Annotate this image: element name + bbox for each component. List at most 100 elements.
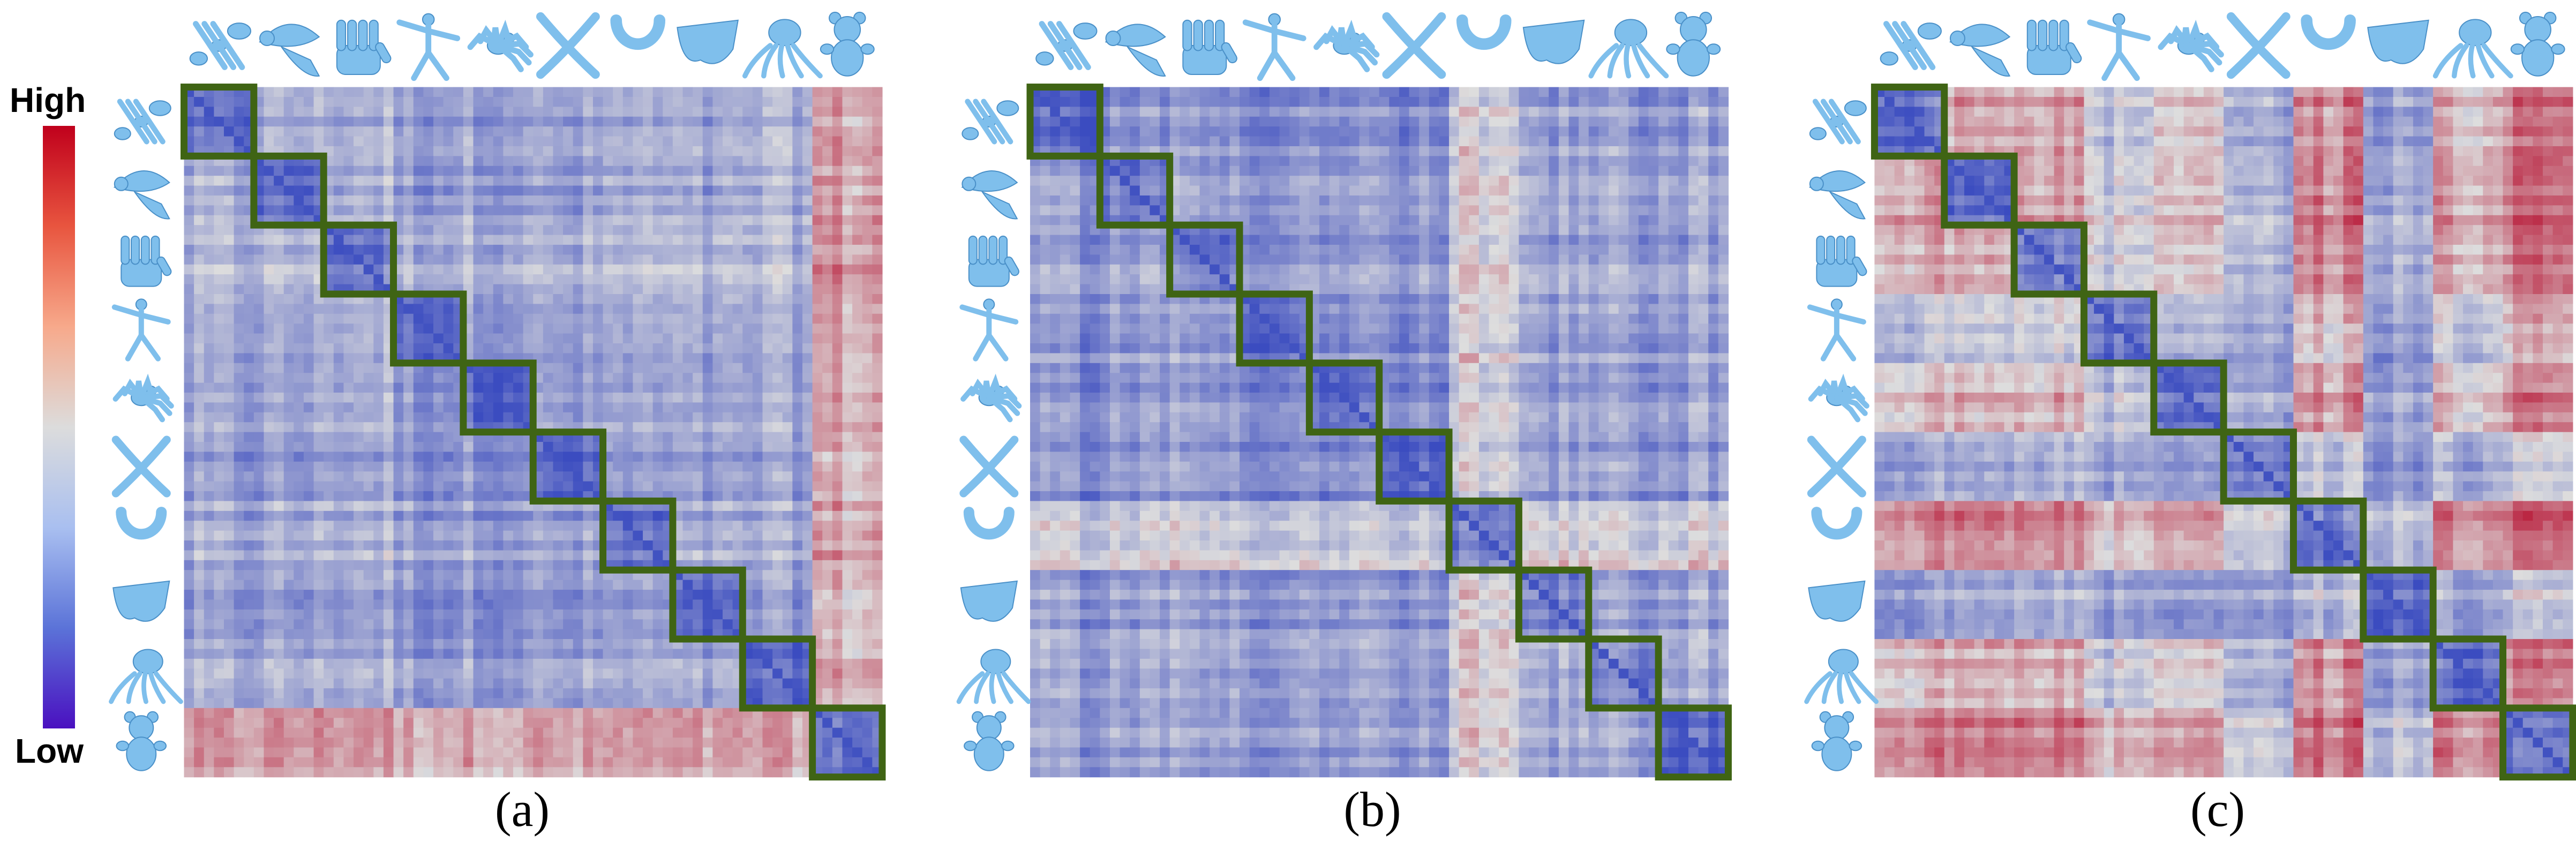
heatmap-cell — [563, 402, 574, 413]
heatmap-cell — [702, 166, 713, 176]
heatmap-cell — [463, 442, 474, 453]
heatmap-cell — [244, 688, 254, 699]
heatmap-cell — [244, 747, 254, 758]
heatmap-cell — [583, 96, 594, 107]
heatmap-cell — [872, 481, 883, 492]
heatmap-cell — [852, 461, 863, 472]
heatmap-cell — [832, 363, 843, 373]
heatmap-cell — [812, 284, 823, 295]
heatmap-cell — [762, 757, 773, 768]
heatmap-cell — [343, 254, 354, 265]
heatmap-cell — [354, 718, 364, 728]
heatmap-cell — [812, 521, 823, 531]
heatmap-cell — [852, 678, 863, 689]
heatmap-cell — [652, 599, 663, 610]
heatmap-cell — [543, 185, 554, 196]
heatmap-cell — [672, 373, 684, 384]
heatmap-cell — [862, 501, 873, 512]
heatmap-cell — [184, 254, 194, 265]
heatmap-cell — [483, 471, 494, 482]
heatmap-cell — [563, 619, 574, 630]
heatmap-cell — [643, 747, 654, 758]
heatmap-cell — [264, 254, 274, 265]
heatmap-cell — [403, 510, 414, 521]
heatmap-cell — [702, 185, 713, 196]
heatmap-cell — [772, 570, 783, 581]
heatmap-cell — [812, 304, 823, 314]
heatmap-cell — [682, 727, 693, 738]
ant-icon — [189, 21, 252, 70]
heatmap-cell — [214, 580, 224, 590]
heatmap-cell — [463, 156, 474, 167]
heatmap-cell — [782, 767, 793, 778]
heatmap-cell — [633, 393, 643, 403]
heatmap-cell — [493, 471, 504, 482]
heatmap-cell — [463, 658, 474, 669]
heatmap-cell — [503, 560, 514, 570]
heatmap-cell — [283, 126, 294, 137]
heatmap-cell — [672, 166, 684, 176]
heatmap-cell — [423, 274, 434, 285]
heatmap-cell — [712, 678, 723, 689]
heatmap-cell — [772, 136, 783, 147]
heatmap-cell — [622, 747, 634, 758]
heatmap-cell — [423, 767, 434, 778]
heatmap-cell — [752, 126, 763, 137]
heatmap-cell — [503, 747, 514, 758]
heatmap-cell — [792, 481, 803, 492]
heatmap-cell — [413, 126, 424, 137]
heatmap-cell — [493, 244, 504, 255]
heatmap-cell — [373, 422, 384, 433]
heatmap-cell — [253, 718, 265, 728]
heatmap-cell — [533, 324, 544, 334]
heatmap-cell — [383, 501, 394, 512]
heatmap-cell — [842, 718, 853, 728]
heatmap-cell — [283, 136, 294, 147]
heatmap-cell — [652, 580, 663, 590]
heatmap-cell — [343, 510, 354, 521]
heatmap-cell — [752, 491, 763, 502]
heatmap-cell — [423, 540, 434, 551]
heatmap-cell — [493, 442, 504, 453]
heatmap-cell — [393, 166, 404, 176]
heatmap-cell — [682, 402, 693, 413]
heatmap-cell — [563, 324, 574, 334]
heatmap-cell — [483, 590, 494, 600]
heatmap-cell — [423, 393, 434, 403]
heatmap-cell — [443, 412, 454, 423]
heatmap-cell — [643, 757, 654, 768]
heatmap-cell — [473, 402, 484, 413]
heatmap-cell — [313, 343, 324, 354]
heatmap-cell — [303, 747, 314, 758]
heatmap-cell — [663, 136, 673, 147]
heatmap-cell — [184, 274, 194, 285]
heatmap-cell — [543, 678, 554, 689]
heatmap-cell — [523, 708, 534, 718]
heatmap-cell — [194, 698, 205, 709]
heatmap-cell — [264, 205, 274, 216]
heatmap-cell — [403, 116, 414, 127]
heatmap-cell — [782, 727, 793, 738]
heatmap-cell — [533, 215, 544, 225]
heatmap-cell — [423, 599, 434, 610]
heatmap-cell — [333, 176, 344, 186]
heatmap-cell — [762, 501, 773, 512]
heatmap-cell — [1349, 87, 1360, 97]
heatmap-cell — [752, 96, 763, 107]
heatmap-cell — [294, 244, 304, 255]
heatmap-cell — [533, 333, 544, 344]
heatmap-cell — [343, 738, 354, 748]
heatmap-cell — [244, 324, 254, 334]
heatmap-cell — [862, 491, 873, 502]
heatmap-cell — [423, 96, 434, 107]
heatmap-cell — [613, 195, 624, 206]
heatmap-cell — [862, 747, 873, 758]
heatmap-cell — [324, 343, 334, 354]
heatmap-cell — [762, 580, 773, 590]
heatmap-cell — [622, 698, 634, 709]
heatmap-cell — [553, 313, 564, 324]
heatmap-cell — [453, 136, 464, 147]
heatmap-cell — [303, 353, 314, 364]
heatmap-cell — [264, 422, 274, 433]
heatmap-cell — [693, 343, 703, 354]
